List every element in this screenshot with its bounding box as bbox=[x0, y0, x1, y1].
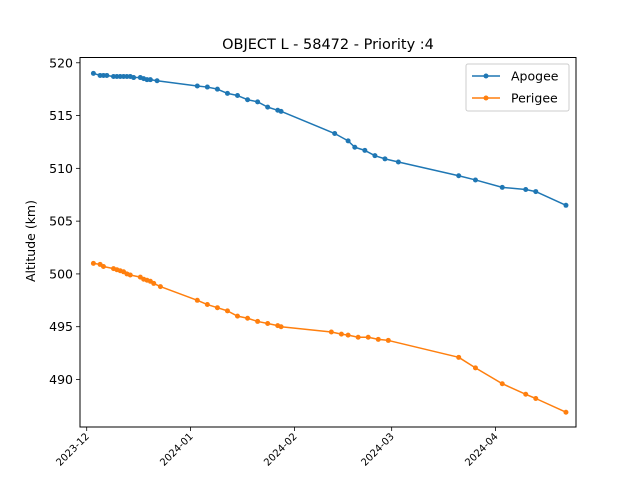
perigee-point bbox=[328, 329, 334, 335]
apogee-point bbox=[255, 99, 261, 105]
apogee-point bbox=[456, 173, 462, 179]
apogee-point bbox=[523, 186, 529, 192]
chart-title: OBJECT L - 58472 - Priority :4 bbox=[222, 37, 434, 53]
apogee-point bbox=[104, 72, 110, 78]
legend: Apogee Perigee bbox=[465, 63, 570, 112]
perigee-point bbox=[563, 409, 569, 415]
apogee-point bbox=[345, 138, 351, 144]
y-tick-label: 510 bbox=[49, 161, 73, 176]
perigee-point bbox=[355, 334, 361, 340]
perigee-point bbox=[365, 334, 371, 340]
y-axis-label: Altitude (km) bbox=[23, 200, 38, 282]
perigee-point bbox=[278, 324, 284, 330]
perigee-point bbox=[151, 280, 157, 286]
apogee-point bbox=[278, 108, 284, 114]
apogee-point bbox=[204, 84, 210, 90]
apogee-point bbox=[194, 83, 200, 89]
apogee-point bbox=[235, 93, 241, 99]
perigee-point bbox=[255, 318, 261, 324]
plot-frame bbox=[79, 57, 577, 428]
y-tick-label: 500 bbox=[49, 266, 73, 281]
apogee-point bbox=[382, 156, 388, 162]
perigee-point bbox=[456, 354, 462, 360]
apogee-point bbox=[245, 97, 251, 103]
apogee-point bbox=[265, 104, 271, 110]
apogee-point bbox=[395, 159, 401, 165]
apogee-point bbox=[533, 189, 539, 195]
perigee-point bbox=[499, 381, 505, 387]
legend-perigee-marker bbox=[483, 95, 489, 101]
perigee-point bbox=[157, 284, 163, 290]
perigee-point bbox=[214, 305, 220, 311]
perigee-point bbox=[100, 264, 106, 270]
legend-apogee-marker bbox=[483, 73, 489, 79]
perigee-point bbox=[265, 321, 271, 327]
perigee-point bbox=[338, 331, 344, 337]
perigee-point bbox=[533, 396, 539, 401]
apogee-point bbox=[472, 177, 478, 183]
perigee-point bbox=[127, 272, 133, 278]
apogee-point bbox=[352, 144, 358, 150]
apogee-point bbox=[499, 184, 505, 190]
apogee-point bbox=[362, 147, 368, 153]
perigee-point bbox=[472, 365, 478, 371]
perigee-point bbox=[235, 313, 241, 319]
apogee-point bbox=[147, 77, 153, 83]
perigee-point bbox=[194, 297, 200, 303]
apogee-point bbox=[563, 202, 569, 208]
apogee-point bbox=[90, 70, 96, 76]
apogee-point bbox=[224, 90, 230, 96]
apogee-point bbox=[332, 131, 338, 137]
y-tick-label: 520 bbox=[49, 55, 73, 70]
perigee-point bbox=[90, 260, 96, 266]
apogee-point bbox=[214, 86, 220, 92]
perigee-point bbox=[345, 332, 351, 338]
perigee-point bbox=[375, 336, 381, 342]
y-tick-label: 490 bbox=[49, 372, 73, 387]
perigee-point bbox=[385, 337, 391, 343]
y-tick-label: 495 bbox=[49, 319, 73, 334]
perigee-point bbox=[523, 391, 529, 397]
apogee-point bbox=[372, 153, 378, 159]
perigee-point bbox=[245, 315, 251, 321]
y-tick-label: 505 bbox=[49, 214, 73, 229]
perigee-point bbox=[224, 308, 230, 314]
y-tick-label: 515 bbox=[49, 108, 73, 123]
legend-apogee-label: Apogee bbox=[511, 69, 559, 84]
apogee-point bbox=[154, 78, 160, 84]
legend-perigee-label: Perigee bbox=[511, 91, 558, 106]
perigee-point bbox=[204, 302, 210, 308]
apogee-point bbox=[131, 75, 137, 81]
